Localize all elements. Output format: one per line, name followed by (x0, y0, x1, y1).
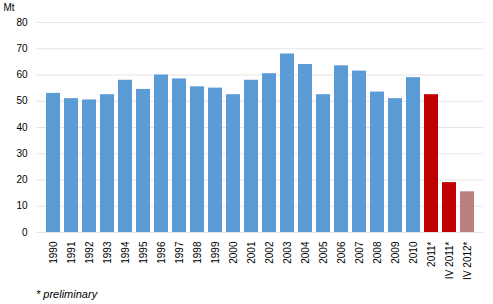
svg-text:50: 50 (16, 95, 28, 106)
svg-text:2004: 2004 (300, 241, 311, 264)
svg-text:2002: 2002 (264, 241, 275, 264)
svg-text:1995: 1995 (138, 241, 149, 264)
html-text:* preliminary: * preliminary (36, 288, 98, 300)
svg-text:2009: 2009 (390, 241, 401, 264)
svg-text:1991: 1991 (66, 241, 77, 264)
svg-text:2006: 2006 (336, 241, 347, 264)
svg-text:IV 2012*: IV 2012* (462, 241, 473, 279)
svg-text:2000: 2000 (228, 241, 239, 264)
svg-text:1996: 1996 (156, 241, 167, 264)
svg-text:1994: 1994 (120, 241, 131, 264)
svg-text:60: 60 (16, 69, 28, 80)
svg-text:30: 30 (16, 148, 28, 159)
svg-text:2011*: 2011* (426, 241, 437, 267)
svg-text:10: 10 (16, 200, 28, 211)
svg-text:70: 70 (16, 43, 28, 54)
svg-text:1993: 1993 (102, 241, 113, 264)
svg-text:1990: 1990 (48, 241, 59, 264)
svg-text:2007: 2007 (354, 241, 365, 264)
svg-text:0: 0 (22, 227, 28, 238)
svg-text:Mt: Mt (4, 2, 15, 13)
svg-text:1998: 1998 (192, 241, 203, 264)
svg-text:2005: 2005 (318, 241, 329, 264)
svg-text:2008: 2008 (372, 241, 383, 264)
svg-text:1997: 1997 (174, 241, 185, 264)
svg-text:2010: 2010 (408, 241, 419, 264)
svg-text:40: 40 (16, 122, 28, 133)
svg-text:20: 20 (16, 174, 28, 185)
svg-text:1992: 1992 (84, 241, 95, 264)
svg-text:1999: 1999 (210, 241, 221, 264)
svg-text:2003: 2003 (282, 241, 293, 264)
svg-text:2001: 2001 (246, 241, 257, 264)
svg-text:80: 80 (16, 17, 28, 28)
svg-text:IV 2011*: IV 2011* (444, 241, 455, 279)
